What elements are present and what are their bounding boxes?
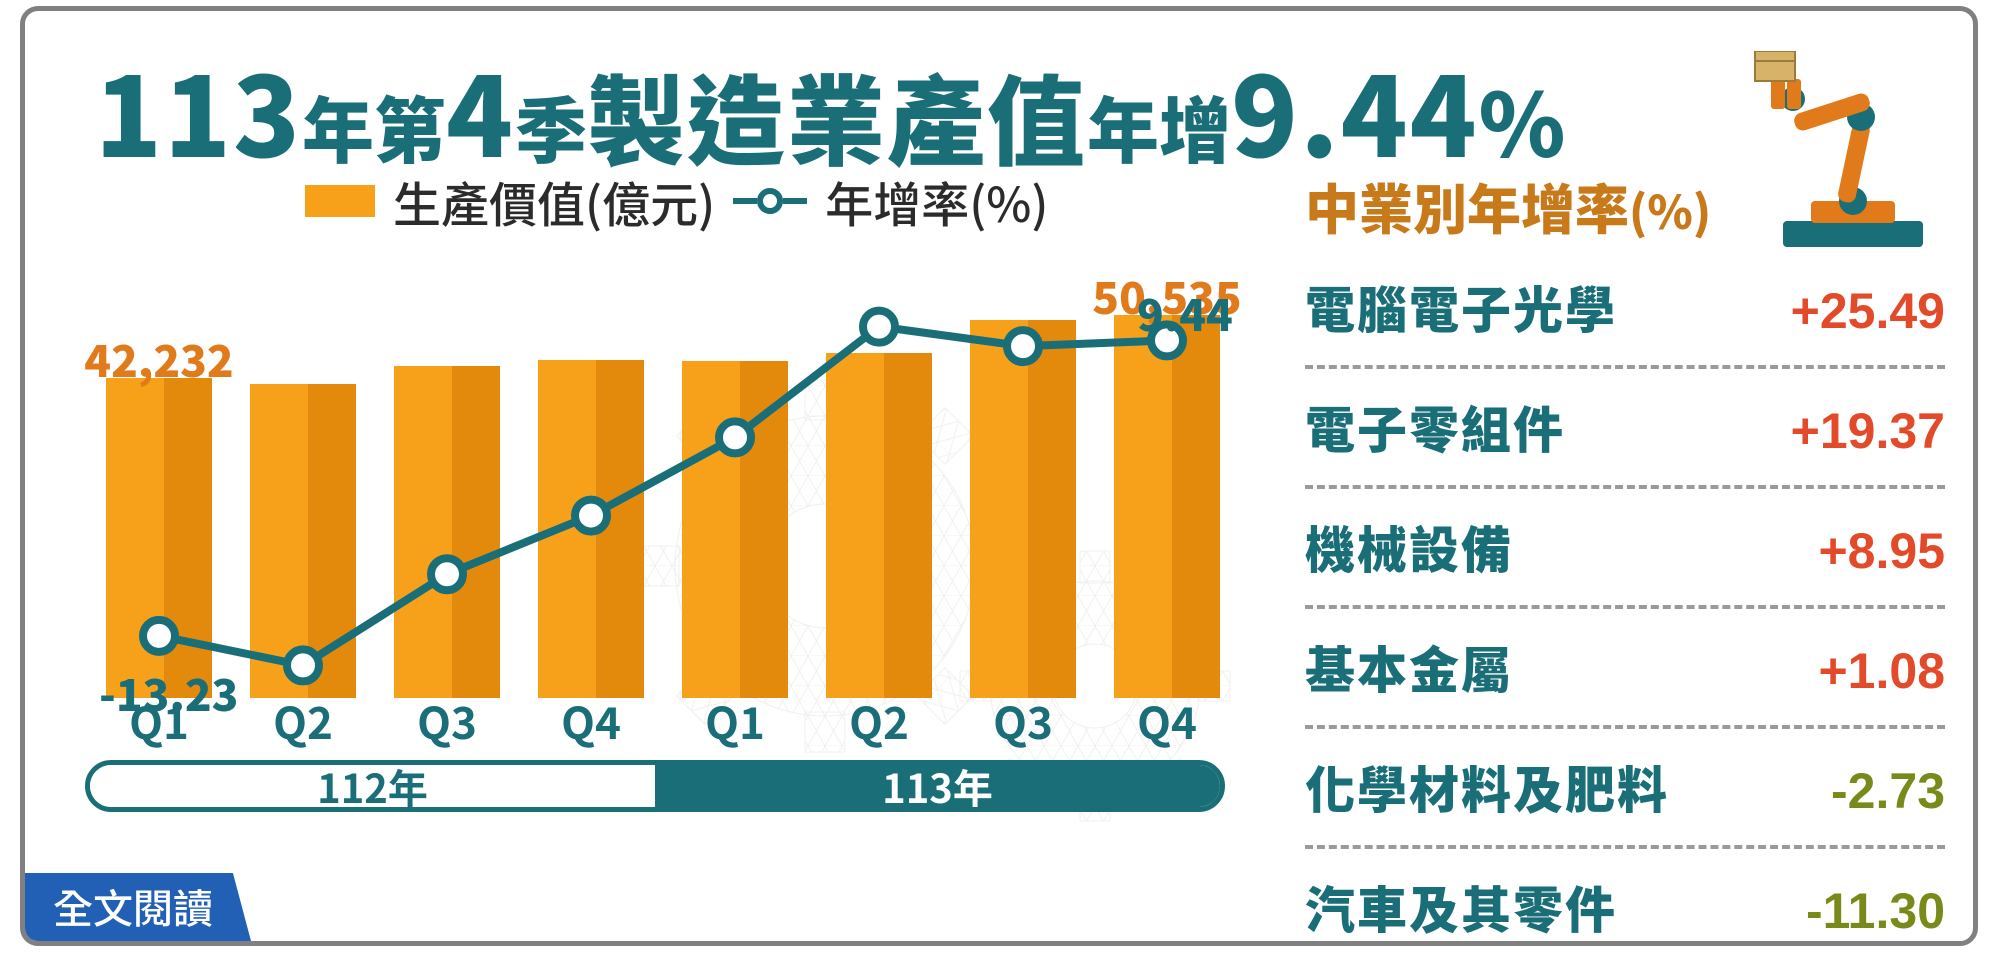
combo-chart: Q142,232Q2Q3Q4Q1Q2Q3Q450,535-13.239.44 1…	[65, 226, 1245, 856]
title-percent: %	[1479, 56, 1566, 183]
x-tick-label: Q2	[273, 688, 333, 752]
robot-arm-icon	[1753, 51, 1943, 251]
title-yoylab: 年增	[1087, 73, 1231, 178]
industry-row: 基本金屬 +1.08	[1305, 609, 1945, 729]
title-year-suffix: 年第	[302, 73, 446, 178]
industry-name: 機械設備	[1305, 511, 1513, 583]
x-tick-label: Q4	[561, 688, 621, 752]
industry-row: 電腦電子光學 +25.49	[1305, 249, 1945, 369]
industry-value: -11.30	[1806, 882, 1945, 940]
title-quarter-suffix: 季	[515, 73, 587, 178]
industry-growth-list: 電腦電子光學 +25.49 電子零組件 +19.37 機械設備 +8.95 基本金屬 +1.0…	[1305, 249, 1945, 946]
x-tick-label: Q3	[417, 688, 477, 752]
title-year-num: 113	[95, 29, 302, 189]
x-tick-label: Q3	[993, 688, 1053, 752]
industry-row: 機械設備 +8.95	[1305, 489, 1945, 609]
industry-row: 電子零組件 +19.37	[1305, 369, 1945, 489]
bar-value-label: 42,232	[84, 326, 233, 390]
industry-row: 化學材料及肥料 -2.73	[1305, 729, 1945, 849]
line-marker	[287, 649, 319, 681]
legend-bar-swatch	[305, 185, 375, 217]
line-marker	[143, 620, 175, 652]
read-more-button[interactable]: 全文閱讀	[25, 873, 251, 941]
side-heading: 中業別年增率(%)	[1305, 166, 1711, 245]
industry-value: +8.95	[1818, 522, 1945, 580]
line-marker	[719, 421, 751, 453]
industry-value: +1.08	[1818, 642, 1945, 700]
legend-line-swatch	[733, 188, 807, 214]
industry-name: 基本金屬	[1305, 631, 1513, 703]
industry-name: 汽車及其零件	[1305, 871, 1617, 943]
x-tick-label: Q4	[1137, 688, 1197, 752]
year-left: 112年	[90, 765, 655, 807]
industry-value: +19.37	[1791, 402, 1945, 460]
growth-line	[159, 327, 1167, 666]
industry-name: 電腦電子光學	[1305, 271, 1617, 343]
industry-value: +25.49	[1791, 282, 1945, 340]
year-right: 113年	[655, 765, 1220, 807]
title-main: 製造業產值	[587, 44, 1087, 186]
x-tick-label: Q2	[849, 688, 909, 752]
line-value-label: 9.44	[1137, 280, 1233, 344]
title-quarter-num: 4	[446, 29, 515, 189]
page-title: 113年第4季製造業產值年增9.44%	[95, 29, 1815, 189]
x-tick-label: Q1	[705, 688, 765, 752]
line-marker	[1007, 330, 1039, 362]
line-marker	[431, 558, 463, 590]
side-heading-main: 中業別年增率	[1305, 166, 1629, 245]
industry-name: 電子零組件	[1305, 391, 1565, 463]
side-heading-pct: (%)	[1629, 177, 1711, 243]
line-marker	[575, 500, 607, 532]
industry-name: 化學材料及肥料	[1305, 751, 1669, 823]
industry-value: -2.73	[1831, 762, 1945, 820]
line-value-label: -13.23	[99, 660, 238, 724]
line-marker	[863, 311, 895, 343]
year-range-pill: 112年 113年	[85, 760, 1225, 812]
industry-row: 汽車及其零件 -11.30	[1305, 849, 1945, 946]
title-value: 9.44	[1231, 29, 1479, 189]
infographic-frame: 113年第4季製造業產值年增9.44% 生產價值(億元) 年增率(%)	[20, 6, 1978, 946]
